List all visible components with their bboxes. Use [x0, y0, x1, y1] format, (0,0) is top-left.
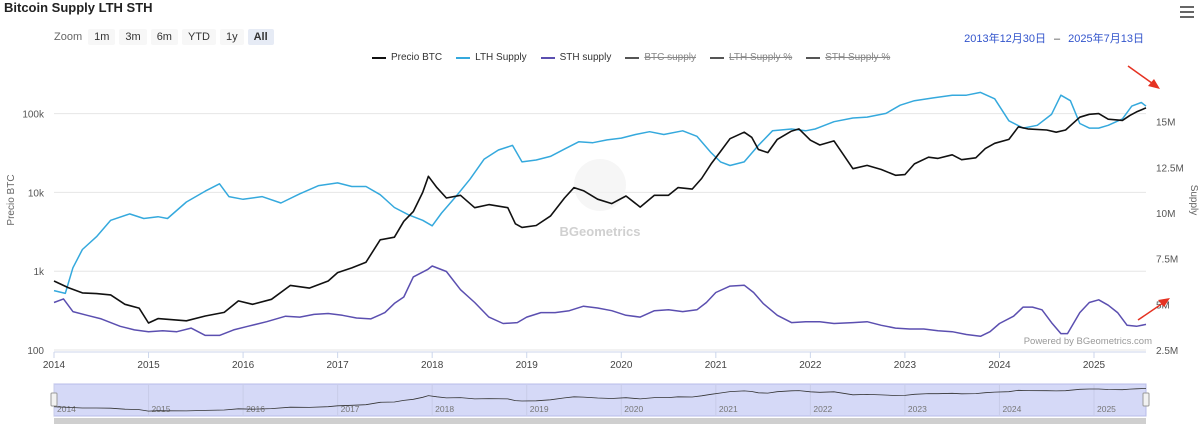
- legend-item-lth-supply[interactable]: LTH Supply: [456, 52, 527, 63]
- navigator-tick-label: 2019: [530, 404, 549, 414]
- menu-icon[interactable]: [1180, 3, 1194, 21]
- legend-item-sth-supply[interactable]: STH supply: [540, 52, 612, 63]
- legend-item-lth-supply-pct[interactable]: LTH Supply %: [710, 52, 792, 63]
- date-range-to[interactable]: 2025年7月13日: [1068, 33, 1144, 45]
- legend-item-sth-supply-pct[interactable]: STH Supply %: [806, 52, 890, 63]
- legend-swatch: [456, 56, 471, 59]
- date-range-separator: –: [1054, 33, 1061, 45]
- x-tick-label: 2016: [232, 360, 255, 371]
- legend-label: Precio BTC: [391, 52, 443, 63]
- x-tick-label: 2025: [1083, 360, 1106, 371]
- watermark-logo: [574, 159, 626, 211]
- annotation-arrow-top: [1127, 65, 1157, 87]
- navigator-tick-label: 2023: [908, 404, 927, 414]
- navigator[interactable]: 2014 2015 2016 2017 2018 2019 2020 2021 2022 2023…: [50, 383, 1150, 424]
- series-line-lth-supply: [53, 91, 1147, 295]
- grid-lines: [54, 113, 1146, 351]
- navigator-tick-label: 2016: [246, 404, 265, 414]
- y-right-tick-label: 15M: [1156, 118, 1175, 129]
- x-tick-label: 2023: [894, 360, 917, 371]
- legend: Precio BTC LTH Supply STH supply BTC sup…: [372, 52, 904, 63]
- zoom-6m-button[interactable]: 6m: [150, 29, 178, 45]
- legend-label: STH Supply %: [825, 52, 891, 63]
- x-tick-label: 2020: [610, 360, 633, 371]
- navigator-handle-right: [1142, 392, 1150, 407]
- x-tick-label: 2022: [799, 360, 822, 371]
- axes-group: 100 1k 10k 100k 2.5M 5M 7.5M 10M 12.5M 15M Precio …: [6, 110, 1199, 371]
- y-right-tick-label: 5M: [1156, 300, 1170, 311]
- navigator-tick-label: 2015: [152, 404, 171, 414]
- navigator-tick-label: 2014: [57, 404, 76, 414]
- y-right-axis-title: Supply: [1188, 185, 1199, 216]
- y-left-tick-label: 100k: [22, 110, 45, 121]
- legend-swatch: [540, 56, 555, 59]
- chart-title: Bitcoin Supply LTH STH: [4, 0, 153, 15]
- watermark: BGeometrics: [560, 159, 641, 239]
- x-tick-label: 2024: [988, 360, 1011, 371]
- y-right-tick-label: 2.5M: [1156, 346, 1178, 357]
- x-tick-label: 2018: [421, 360, 444, 371]
- y-left-axis-title: Precio BTC: [6, 174, 17, 225]
- navigator-tick-label: 2024: [1002, 404, 1021, 414]
- series-line-precio-btc: [53, 107, 1147, 324]
- x-tick-label: 2014: [43, 360, 66, 371]
- series-line-sth-supply: [53, 265, 1147, 338]
- series-group: [53, 91, 1147, 338]
- zoom-all-button[interactable]: All: [247, 29, 274, 45]
- y-left-tick-label: 1k: [33, 267, 45, 278]
- navigator-tick-label: 2017: [341, 404, 360, 414]
- date-range: 2013年12月30日 –2025年7月13日: [964, 30, 1144, 46]
- legend-item-btc-supply[interactable]: BTC supply: [625, 52, 696, 63]
- zoom-ytd-button[interactable]: YTD: [181, 29, 216, 45]
- y-right-tick-label: 12.5M: [1156, 163, 1184, 174]
- legend-label: LTH Supply %: [729, 52, 793, 63]
- y-right-tick-label: 10M: [1156, 209, 1175, 220]
- navigator-scrollbar: [54, 418, 1146, 424]
- zoom-label: Zoom: [54, 31, 83, 43]
- y-right-tick-label: 7.5M: [1156, 255, 1178, 266]
- legend-label: STH supply: [559, 52, 612, 63]
- zoom-toolbar: Zoom 1m 3m 6m YTD 1y All: [54, 29, 278, 45]
- x-tick-label: 2019: [516, 360, 539, 371]
- navigator-tick-label: 2021: [719, 404, 738, 414]
- navigator-tick-label: 2018: [435, 404, 454, 414]
- x-tick-label: 2015: [137, 360, 160, 371]
- navigator-handle-left: [50, 392, 58, 407]
- zoom-1m-button[interactable]: 1m: [88, 29, 116, 45]
- annotations: [1127, 65, 1170, 321]
- zoom-3m-button[interactable]: 3m: [119, 29, 147, 45]
- annotation-arrow-bottom: [1137, 300, 1167, 321]
- credits-text[interactable]: Powered by BGeometrics.com: [1024, 336, 1152, 347]
- legend-swatch: [806, 56, 821, 59]
- zoom-1y-button[interactable]: 1y: [219, 29, 244, 45]
- y-left-tick-label: 10k: [28, 188, 45, 199]
- legend-item-precio-btc[interactable]: Precio BTC: [372, 52, 442, 63]
- legend-swatch: [372, 56, 386, 59]
- x-tick-label: 2017: [327, 360, 350, 371]
- y-left-tick-label: 100: [27, 346, 44, 357]
- navigator-tick-label: 2020: [624, 404, 643, 414]
- navigator-series-line: [53, 388, 1147, 412]
- navigator-tick-label: 2022: [813, 404, 832, 414]
- legend-label: BTC supply: [644, 52, 697, 63]
- annotation-arrowhead-top: [1148, 79, 1160, 89]
- x-tick-label: 2021: [705, 360, 728, 371]
- navigator-selection: [53, 383, 1147, 417]
- date-range-from[interactable]: 2013年12月30日: [964, 33, 1047, 45]
- watermark-text: BGeometrics: [560, 224, 641, 239]
- legend-swatch: [710, 56, 725, 59]
- navigator-tick-label: 2025: [1097, 404, 1116, 414]
- annotation-arrowhead-bottom: [1158, 298, 1170, 307]
- legend-swatch: [625, 56, 640, 59]
- legend-label: LTH Supply: [475, 52, 527, 63]
